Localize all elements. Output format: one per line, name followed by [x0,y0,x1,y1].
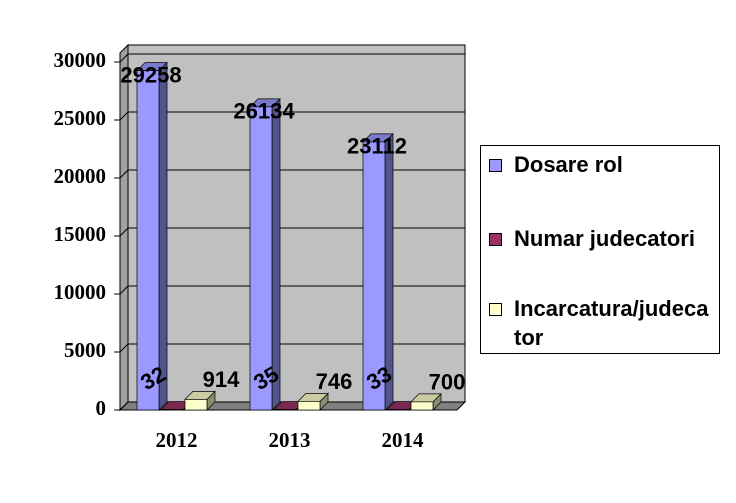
legend-swatch [489,303,502,316]
grid-line-side [119,285,129,295]
bar-front [249,106,273,411]
legend-label: Incarcatura/judecator [514,296,709,350]
data-label: 700 [429,370,466,395]
legend-item: Numar judecatori [489,224,709,253]
bar [362,133,394,411]
grid-line-side [119,53,129,63]
bar [249,98,281,411]
legend: Dosare rol Numar judecatori Incarcatura/ju… [480,145,720,354]
bar [410,393,442,411]
bar-side [271,98,281,411]
legend-swatch [489,159,502,172]
x-tick-label: 2014 [382,428,425,452]
bar-side [158,61,168,411]
bar-front [410,401,434,411]
y-tick-label: 15000 [54,222,107,246]
data-label: 26134 [233,99,295,124]
y-tick-label: 0 [96,396,107,420]
data-label: 23112 [347,134,407,159]
legend-label: Numar judecatori [514,226,695,251]
bar [136,61,168,411]
grid-line-side [119,169,129,179]
back-wall [127,44,466,403]
y-tick-label: 5000 [64,338,106,362]
data-label: 914 [203,367,240,392]
legend-item: Dosare rol [489,150,709,179]
grid-line-side [119,401,129,411]
y-tick-label: 25000 [54,106,107,130]
grid-line-side [119,111,129,121]
legend-label: Dosare rol [514,152,623,177]
bar-front [297,400,321,411]
y-tick-label: 30000 [54,48,107,72]
x-tick-label: 2012 [156,428,198,452]
data-label: 29258 [120,62,181,87]
legend-item: Incarcatura/judecator [489,294,709,352]
bar [184,390,216,411]
x-tick-label: 2013 [269,428,311,452]
legend-swatch [489,233,502,246]
side-wall [119,43,129,412]
grid-line-side [119,343,129,353]
bar-front [184,399,208,411]
data-label: 746 [316,369,353,394]
grid-line-side [119,227,129,237]
y-tick-label: 20000 [54,164,107,188]
bar-front [136,70,160,411]
bar [297,392,329,411]
y-tick-label: 10000 [54,280,107,304]
bar-front [362,141,386,411]
